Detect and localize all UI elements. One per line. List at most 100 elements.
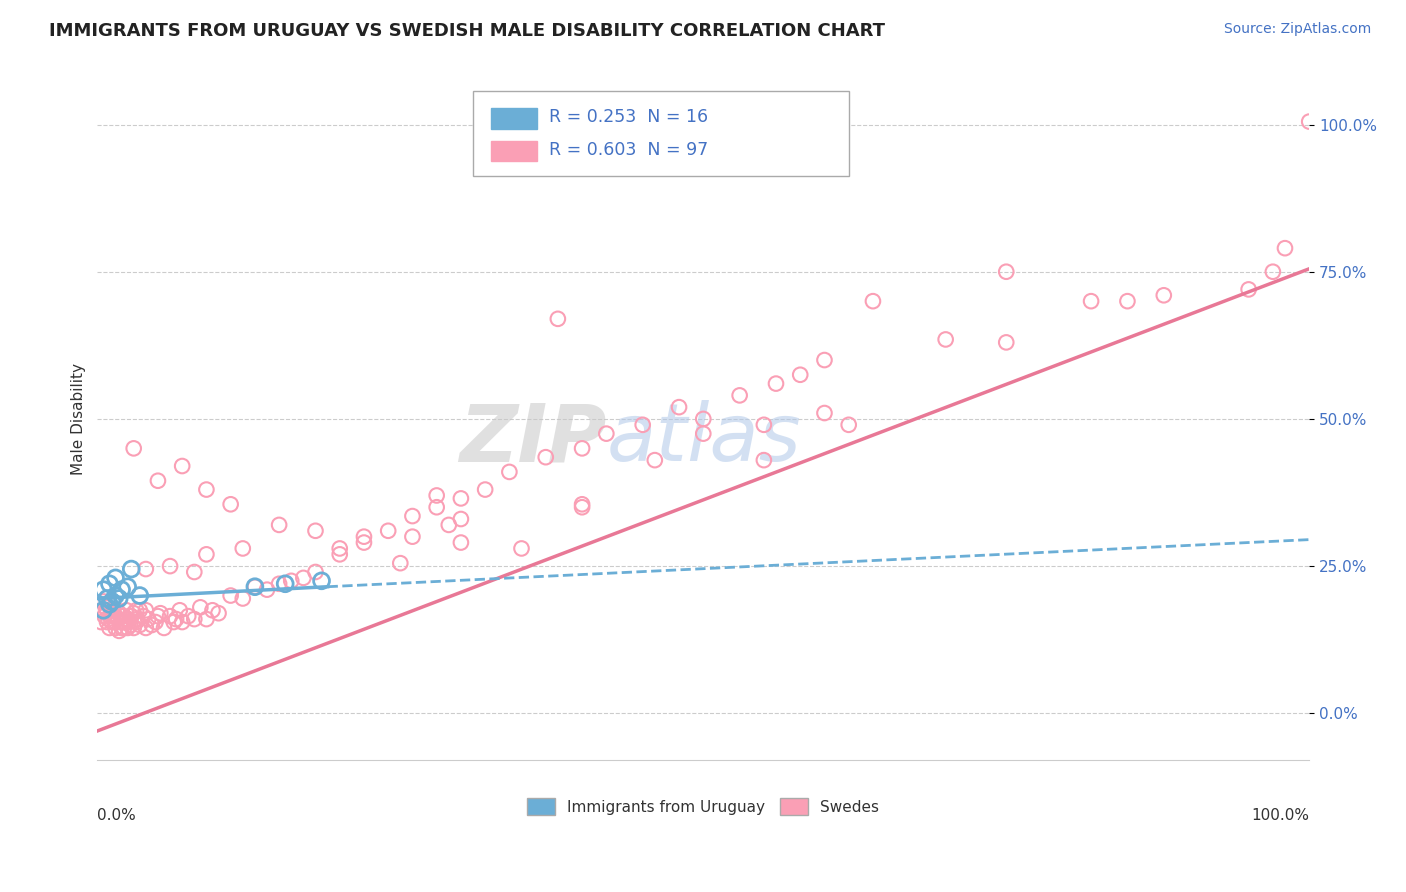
Point xyxy=(97,612,120,626)
Point xyxy=(183,612,205,626)
Point xyxy=(110,609,132,624)
Point xyxy=(172,615,194,629)
Point xyxy=(93,594,115,608)
Text: Source: ZipAtlas.com: Source: ZipAtlas.com xyxy=(1223,22,1371,37)
Point xyxy=(256,582,278,597)
Point xyxy=(122,621,145,635)
Point xyxy=(128,589,150,603)
Point xyxy=(122,442,145,456)
Point xyxy=(104,609,127,624)
Point xyxy=(862,294,884,309)
Point xyxy=(752,453,775,467)
Point xyxy=(644,453,666,467)
Point xyxy=(437,517,460,532)
Point xyxy=(108,624,131,638)
Point xyxy=(765,376,787,391)
Point xyxy=(149,606,172,620)
Point xyxy=(112,621,135,635)
Point xyxy=(98,609,121,624)
Point xyxy=(127,612,149,626)
Point xyxy=(474,483,496,497)
Point xyxy=(1298,114,1320,128)
Point xyxy=(353,530,375,544)
Point xyxy=(311,574,333,588)
Point xyxy=(111,615,134,629)
Point xyxy=(120,562,142,576)
Point xyxy=(128,618,150,632)
Point xyxy=(125,615,148,629)
Point xyxy=(728,388,751,402)
Point xyxy=(813,406,835,420)
Point xyxy=(219,589,242,603)
Point xyxy=(122,606,145,620)
Point xyxy=(141,618,163,632)
Text: atlas: atlas xyxy=(606,401,801,478)
Point xyxy=(329,541,352,556)
Text: R = 0.253  N = 16: R = 0.253 N = 16 xyxy=(550,108,709,126)
Y-axis label: Male Disability: Male Disability xyxy=(72,363,86,475)
Point xyxy=(117,612,139,626)
Point xyxy=(498,465,520,479)
Point xyxy=(177,609,200,624)
Point xyxy=(692,426,714,441)
Text: R = 0.603  N = 97: R = 0.603 N = 97 xyxy=(550,141,709,159)
Point xyxy=(195,483,218,497)
Text: 100.0%: 100.0% xyxy=(1251,808,1309,823)
Point xyxy=(813,353,835,368)
Point xyxy=(93,582,115,597)
Point xyxy=(172,458,194,473)
Point xyxy=(201,603,224,617)
Point xyxy=(219,497,242,511)
Point xyxy=(190,600,212,615)
Text: ZIP: ZIP xyxy=(458,401,606,478)
Point xyxy=(547,311,569,326)
Point xyxy=(163,615,186,629)
Point xyxy=(232,591,254,606)
Point xyxy=(117,621,139,635)
Point xyxy=(571,500,593,515)
Point xyxy=(104,621,127,635)
Point xyxy=(136,612,159,626)
Point xyxy=(120,609,142,624)
Point xyxy=(146,474,169,488)
Point xyxy=(146,609,169,624)
Point xyxy=(107,612,129,626)
Point xyxy=(118,615,141,629)
Point xyxy=(195,612,218,626)
Point xyxy=(329,547,352,561)
Point xyxy=(101,594,124,608)
Point xyxy=(103,615,125,629)
Point xyxy=(269,576,291,591)
Point xyxy=(292,571,315,585)
Point xyxy=(98,598,121,612)
Point xyxy=(98,576,121,591)
Point xyxy=(125,603,148,617)
Point xyxy=(353,535,375,549)
Point xyxy=(101,603,124,617)
Point xyxy=(243,580,266,594)
Point xyxy=(108,591,131,606)
Point xyxy=(450,535,472,549)
Point xyxy=(135,603,157,617)
Point xyxy=(534,450,557,465)
Point xyxy=(1153,288,1175,302)
Text: 0.0%: 0.0% xyxy=(97,808,136,823)
Point xyxy=(510,541,533,556)
Point xyxy=(450,491,472,506)
Point xyxy=(96,615,118,629)
Point xyxy=(183,565,205,579)
Point xyxy=(838,417,860,432)
Point xyxy=(243,580,266,594)
Point xyxy=(752,417,775,432)
Point xyxy=(401,509,423,524)
Point xyxy=(104,571,127,585)
Point xyxy=(93,603,115,617)
Point xyxy=(90,615,112,629)
Point xyxy=(101,609,124,624)
Point xyxy=(789,368,811,382)
Point xyxy=(1116,294,1139,309)
Point xyxy=(159,609,181,624)
Point xyxy=(153,621,176,635)
Point xyxy=(120,618,142,632)
Point xyxy=(96,591,118,606)
